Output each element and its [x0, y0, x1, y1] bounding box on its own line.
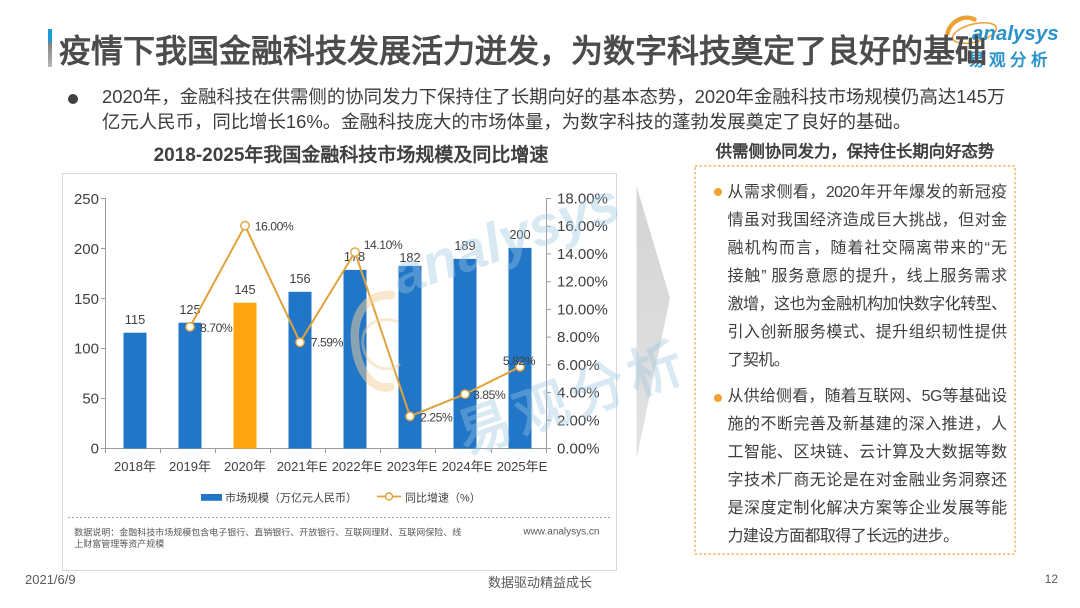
svg-text:2020年: 2020年 [224, 459, 266, 474]
svg-text:200: 200 [74, 241, 99, 258]
svg-text:156: 156 [289, 271, 310, 286]
svg-text:3.85%: 3.85% [473, 388, 506, 402]
svg-text:50: 50 [82, 391, 99, 408]
svg-text:2.00%: 2.00% [557, 412, 600, 429]
svg-text:100: 100 [74, 341, 99, 358]
svg-text:18.00%: 18.00% [557, 191, 608, 208]
svg-text:5.82%: 5.82% [503, 354, 536, 368]
svg-text:115: 115 [125, 312, 145, 327]
svg-text:8.70%: 8.70% [200, 321, 233, 335]
svg-text:145: 145 [234, 282, 255, 297]
svg-text:2023年E: 2023年E [387, 459, 438, 474]
svg-text:150: 150 [74, 291, 99, 308]
svg-text:14.10%: 14.10% [364, 238, 403, 252]
svg-text:2024年E: 2024年E [442, 459, 493, 474]
svg-text:数据说明：金融科技市场规模包含电子银行、直销银行、开放银行、: 数据说明：金融科技市场规模包含电子银行、直销银行、开放银行、互联网理财、互联网保… [74, 527, 461, 538]
svg-text:2022年E: 2022年E [332, 459, 383, 474]
svg-text:250: 250 [74, 191, 99, 208]
svg-text:2021年E: 2021年E [277, 459, 328, 474]
svg-text:189: 189 [454, 238, 475, 253]
svg-text:2025年E: 2025年E [497, 459, 548, 474]
svg-text:200: 200 [509, 227, 530, 242]
svg-text:市场规模（万亿元人民币）: 市场规模（万亿元人民币） [225, 491, 357, 505]
svg-text:182: 182 [399, 250, 420, 265]
svg-text:125: 125 [179, 302, 200, 317]
svg-text:2019年: 2019年 [169, 459, 211, 474]
svg-text:14.00%: 14.00% [557, 246, 608, 263]
svg-text:16.00%: 16.00% [255, 219, 294, 233]
svg-text:analysys: analysys [972, 22, 1059, 45]
svg-text:www.analysys.cn: www.analysys.cn [522, 527, 599, 538]
svg-text:4.00%: 4.00% [557, 385, 600, 402]
svg-text:上财富管理等资产规模: 上财富管理等资产规模 [74, 538, 164, 549]
svg-text:易观分析: 易观分析 [968, 50, 1052, 70]
svg-text:6.00%: 6.00% [557, 357, 600, 374]
svg-text:7.59%: 7.59% [311, 336, 344, 350]
svg-text:2.25%: 2.25% [420, 410, 453, 424]
svg-text:同比增速（%）: 同比增速（%） [405, 491, 481, 505]
svg-text:12.00%: 12.00% [557, 274, 608, 291]
svg-text:0.00%: 0.00% [557, 441, 600, 458]
svg-text:2018年: 2018年 [114, 459, 156, 474]
svg-text:16.00%: 16.00% [557, 218, 608, 235]
svg-text:0: 0 [91, 441, 99, 458]
svg-text:8.00%: 8.00% [557, 329, 600, 346]
svg-text:10.00%: 10.00% [557, 301, 608, 318]
